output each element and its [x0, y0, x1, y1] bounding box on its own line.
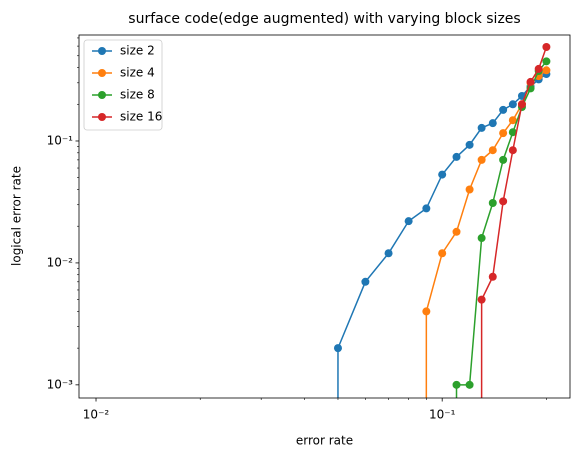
legend-box [83, 39, 163, 131]
point [452, 380, 461, 389]
y-tick-label: 10⁻¹ [47, 133, 74, 147]
point [422, 204, 431, 213]
x-tick-label: 10⁻¹ [429, 408, 456, 422]
point [465, 140, 474, 149]
legend-label: size 16 [120, 110, 162, 124]
point [488, 272, 497, 281]
point [499, 105, 508, 114]
point [517, 100, 526, 109]
legend-marker [98, 69, 106, 77]
point [499, 197, 508, 206]
point [508, 128, 517, 137]
point [508, 146, 517, 155]
legend-label: size 2 [120, 44, 155, 58]
point [499, 129, 508, 138]
point [465, 185, 474, 194]
point [438, 170, 447, 179]
point [488, 146, 497, 155]
point [477, 155, 486, 164]
point [542, 66, 551, 75]
x-tick-label: 10⁻² [83, 408, 110, 422]
point [534, 64, 543, 73]
point [452, 227, 461, 236]
plot-area [333, 42, 551, 398]
point [452, 152, 461, 161]
point [404, 217, 413, 226]
point [465, 380, 474, 389]
axes-frame [78, 34, 571, 399]
point [542, 42, 551, 51]
point [499, 155, 508, 164]
point [438, 249, 447, 258]
y-tick-label: 10⁻³ [47, 377, 74, 391]
point [422, 307, 431, 316]
point [508, 116, 517, 125]
point [477, 123, 486, 132]
chart-title: surface code(edge augmented) with varyin… [128, 11, 520, 27]
legend-marker [98, 113, 106, 121]
legend-marker [98, 47, 106, 55]
legend-label: size 4 [120, 66, 155, 80]
point [333, 344, 342, 353]
y-tick-label: 10⁻² [47, 255, 74, 269]
point [542, 57, 551, 66]
legend-label: size 8 [120, 88, 155, 102]
point [508, 100, 517, 109]
x-axis-label: error rate [296, 434, 353, 448]
point [477, 234, 486, 243]
point [477, 295, 486, 304]
point [488, 199, 497, 208]
legend-marker [98, 91, 106, 99]
point [384, 249, 393, 258]
point [361, 277, 370, 286]
point [526, 77, 535, 86]
series-line [480, 46, 548, 398]
y-axis-label: logical error rate [10, 166, 24, 266]
point [488, 119, 497, 128]
